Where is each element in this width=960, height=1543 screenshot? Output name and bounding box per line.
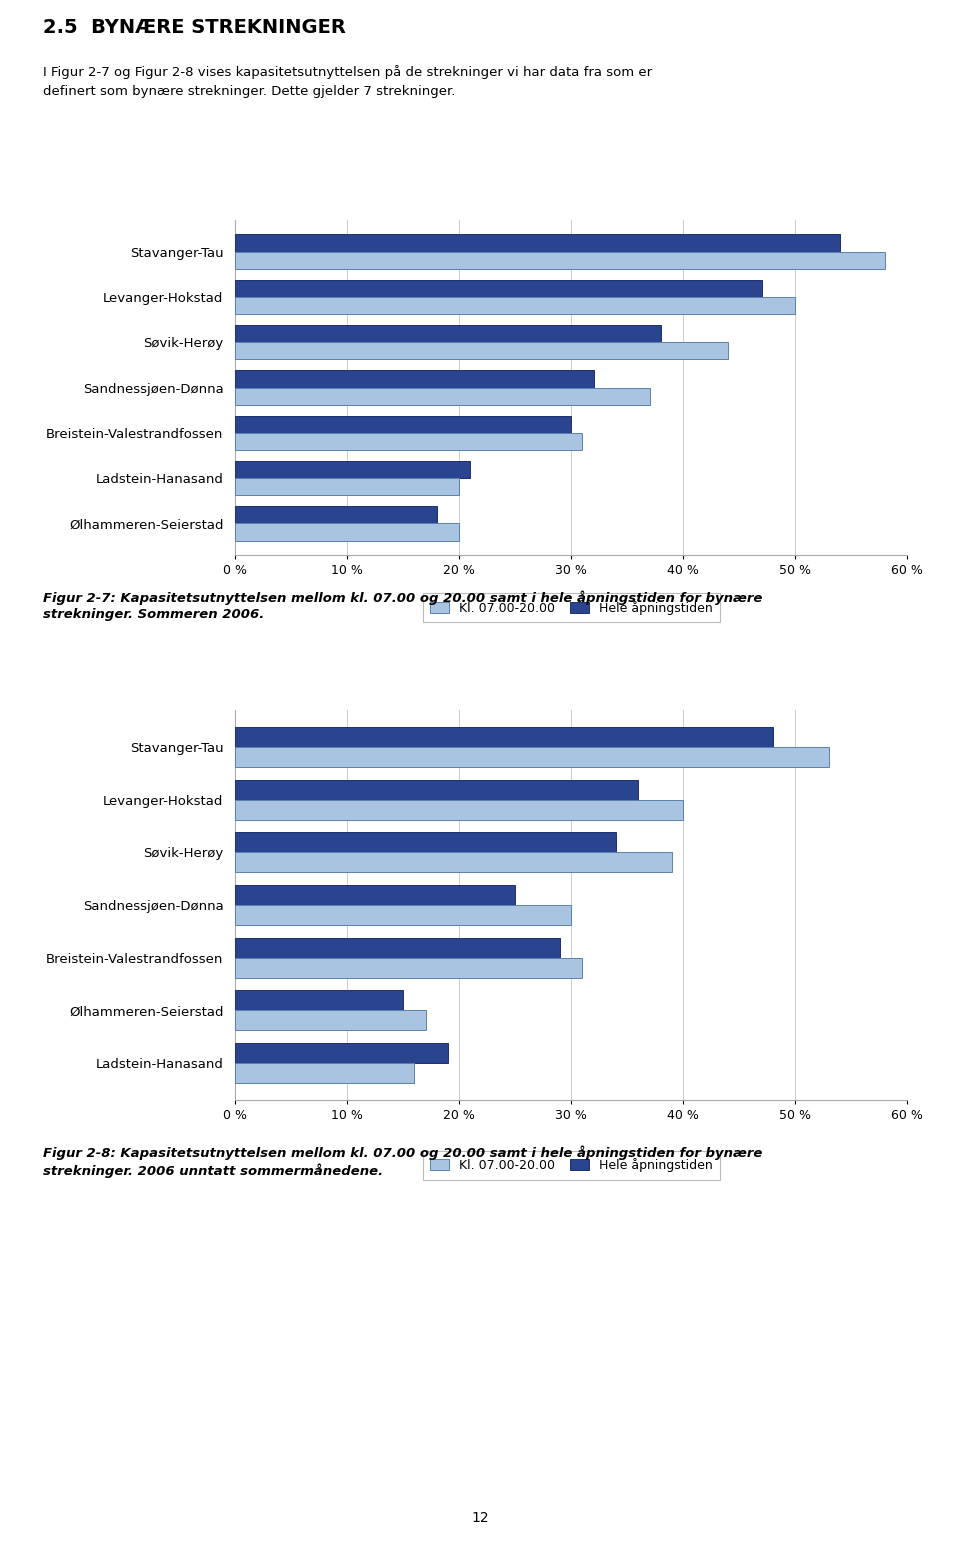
Bar <box>235 370 593 387</box>
Text: 2.5  BYNÆRE STREKNINGER: 2.5 BYNÆRE STREKNINGER <box>43 19 346 37</box>
Bar <box>235 938 560 958</box>
Text: definert som bynære strekninger. Dette gjelder 7 strekninger.: definert som bynære strekninger. Dette g… <box>43 85 456 99</box>
Bar <box>235 506 437 523</box>
Text: I Figur 2-7 og Figur 2-8 vises kapasitetsutnyttelsen på de strekninger vi har da: I Figur 2-7 og Figur 2-8 vises kapasitet… <box>43 65 653 79</box>
Bar <box>235 832 616 852</box>
Bar <box>235 478 459 495</box>
Bar <box>235 461 470 478</box>
Bar <box>235 387 650 404</box>
Bar <box>235 415 571 432</box>
Bar <box>235 991 403 1011</box>
Bar <box>235 432 583 451</box>
Legend: Kl. 07.00-20.00, Hele åpningstiden: Kl. 07.00-20.00, Hele åpningstiden <box>422 594 720 622</box>
Bar <box>235 779 638 799</box>
Bar <box>235 958 583 978</box>
Bar <box>235 799 684 819</box>
Bar <box>235 296 795 315</box>
Text: Figur 2-7: Kapasitetsutnyttelsen mellom kl. 07.00 og 20.00 samt i hele åpningsti: Figur 2-7: Kapasitetsutnyttelsen mellom … <box>43 589 762 605</box>
Bar <box>235 343 728 360</box>
Bar <box>235 727 773 747</box>
Bar <box>235 252 885 268</box>
Bar <box>235 886 516 906</box>
Bar <box>235 852 672 872</box>
Bar <box>235 523 459 540</box>
Text: 12: 12 <box>471 1511 489 1524</box>
Bar <box>235 235 840 252</box>
Bar <box>235 1063 415 1083</box>
Bar <box>235 1043 448 1063</box>
Text: strekninger. 2006 unntatt sommermånedene.: strekninger. 2006 unntatt sommermånedene… <box>43 1163 383 1177</box>
Bar <box>235 326 660 343</box>
Text: Figur 2-8: Kapasitetsutnyttelsen mellom kl. 07.00 og 20.00 samt i hele åpningsti: Figur 2-8: Kapasitetsutnyttelsen mellom … <box>43 1145 762 1159</box>
Bar <box>235 906 571 924</box>
Bar <box>235 1011 425 1031</box>
Text: strekninger. Sommeren 2006.: strekninger. Sommeren 2006. <box>43 608 264 620</box>
Bar <box>235 747 828 767</box>
Bar <box>235 279 761 296</box>
Legend: Kl. 07.00-20.00, Hele åpningstiden: Kl. 07.00-20.00, Hele åpningstiden <box>422 1151 720 1179</box>
